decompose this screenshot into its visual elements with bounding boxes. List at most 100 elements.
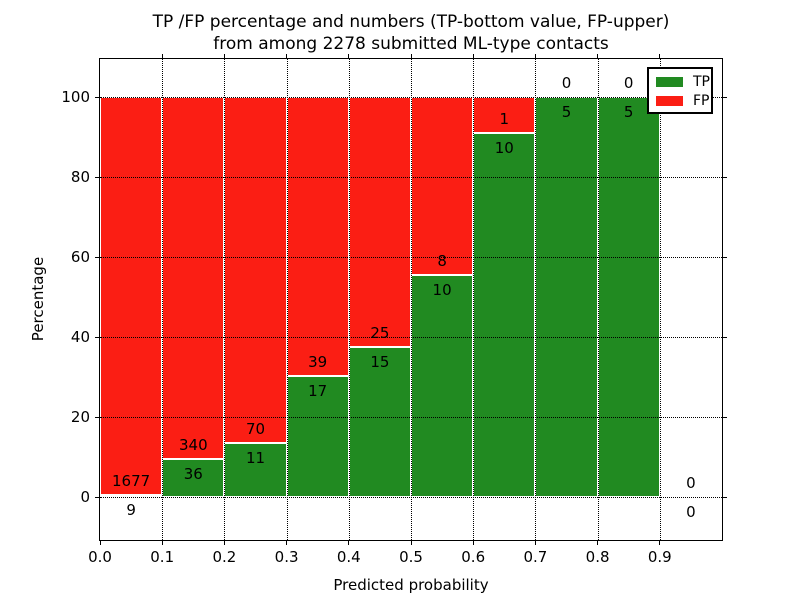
- fp-count-label: 1: [499, 110, 510, 129]
- grid-line-vertical: [597, 59, 599, 540]
- x-tick-mark-top: [597, 54, 599, 58]
- plot-area: 0 20 40 60 80 100 0.0 0.1 0.2 0.3 0.4 0.5 0.6 0.7 0.8 0…: [29, 54, 727, 594]
- fp-count-label: 39: [308, 352, 328, 371]
- x-tick-mark-bottom: [472, 541, 474, 545]
- tp-count-label: 0: [686, 503, 696, 521]
- x-tick-mark-bottom: [534, 541, 536, 545]
- x-tick-label: 0.1: [150, 548, 175, 566]
- x-tick-mark-top: [348, 54, 350, 58]
- y-tick-mark-right: [723, 96, 727, 98]
- x-tick-label: 0.6: [461, 548, 486, 566]
- bar-fp: [162, 97, 225, 459]
- x-tick-mark-bottom: [659, 541, 661, 545]
- x-tick-mark-bottom: [348, 541, 350, 545]
- tp-count-label: 5: [623, 103, 634, 121]
- x-tick-label: 0.0: [88, 548, 112, 566]
- bar-fp: [100, 97, 163, 495]
- legend: TP FP: [647, 67, 713, 114]
- grid-layer: 0 20 40 60 80 100 0.0 0.1 0.2 0.3 0.4 0.5 0.6 0.7 0.8 0…: [61, 54, 727, 566]
- tp-count-label: 5: [561, 103, 572, 121]
- y-tick-mark-right: [723, 336, 727, 338]
- legend-label-fp: FP: [693, 93, 710, 109]
- legend-swatch-fp-icon: [656, 96, 683, 106]
- y-tick-label: 100: [61, 88, 90, 106]
- y-tick-mark-right: [723, 256, 727, 258]
- fp-count-label: 70: [245, 419, 266, 438]
- bar-tp: [597, 97, 660, 497]
- chart-title-line2: from among 2278 submitted ML-type contac…: [213, 34, 609, 54]
- y-tick-label: 80: [70, 168, 90, 186]
- fp-count-label: 25: [370, 324, 390, 342]
- fp-count-label: 0: [686, 474, 696, 492]
- y-tick-label: 0: [80, 488, 90, 506]
- x-tick-mark-top: [659, 54, 661, 58]
- x-tick-mark-top: [223, 54, 225, 58]
- fp-count-label: 1677: [112, 471, 151, 490]
- x-tick-mark-bottom: [286, 541, 288, 545]
- bar-tp: [535, 97, 598, 497]
- legend-item-tp: TP: [656, 75, 711, 89]
- chart-title: TP /FP percentage and numbers (TP-bottom…: [99, 11, 723, 55]
- x-tick-mark-bottom: [597, 541, 599, 545]
- grid-line-vertical: [411, 59, 412, 540]
- y-tick-label: 40: [70, 328, 90, 346]
- x-tick-mark-bottom: [99, 541, 101, 545]
- x-tick-mark-bottom: [410, 541, 412, 545]
- y-tick-label: 60: [70, 248, 90, 266]
- annotations-layer: 1677 9 340 36 70 11 39 17 25 15 8 10 1 10 0 5 0 5 0 0: [100, 59, 722, 540]
- legend-swatch-tp-icon: [656, 77, 683, 87]
- y-tick-mark-left: [95, 96, 99, 98]
- tp-count-label: 36: [183, 464, 203, 483]
- y-tick-mark-right: [723, 416, 727, 418]
- fp-count-label: 0: [623, 74, 634, 92]
- legend-item-fp: FP: [656, 94, 711, 108]
- tp-count-label: 9: [126, 500, 136, 519]
- grid-line-vertical: [659, 59, 661, 540]
- y-tick-label: 20: [70, 408, 90, 426]
- bar-tp: [100, 494, 163, 497]
- x-tick-mark-top: [161, 54, 163, 58]
- fp-count-label: 0: [561, 74, 572, 92]
- grid-line-vertical: [535, 59, 537, 540]
- grid-line-vertical: [473, 59, 475, 540]
- x-tick-mark-bottom: [161, 541, 163, 545]
- bar-fp: [286, 97, 349, 376]
- grid-line-vertical: [286, 59, 288, 540]
- x-tick-label: 0.8: [585, 548, 610, 566]
- bar-fp: [348, 97, 411, 347]
- x-tick-label: 0.2: [212, 548, 237, 566]
- x-tick-mark-top: [534, 54, 536, 58]
- x-tick-label: 0.7: [523, 548, 548, 566]
- grid-line-vertical: [224, 59, 226, 540]
- tp-count-label: 15: [370, 353, 390, 371]
- x-tick-label: 0.9: [647, 548, 672, 566]
- x-tick-label: 0.3: [274, 548, 299, 566]
- x-tick-label: 0.5: [399, 548, 423, 566]
- tp-count-label: 11: [245, 448, 266, 467]
- y-tick-mark-left: [95, 416, 99, 418]
- x-tick-mark-top: [286, 54, 288, 58]
- chart-title-line1: TP /FP percentage and numbers (TP-bottom…: [152, 12, 670, 32]
- x-tick-mark-top: [410, 54, 412, 58]
- x-tick-mark-top: [472, 54, 474, 58]
- legend-label-tp: TP: [693, 74, 710, 90]
- y-tick-mark-left: [95, 256, 99, 258]
- grid-line-vertical: [348, 59, 350, 540]
- x-axis-label: Predicted probability: [333, 576, 489, 594]
- x-tick-label: 0.4: [336, 548, 361, 566]
- y-tick-mark-right: [723, 176, 727, 178]
- y-axis-label: Percentage: [29, 256, 47, 342]
- y-tick-mark-right: [723, 496, 727, 498]
- bar-fp: [411, 97, 474, 275]
- fp-count-label: 8: [437, 251, 447, 270]
- bar-tp: [224, 442, 287, 497]
- bars-layer: [100, 59, 722, 540]
- tp-count-label: 17: [308, 381, 328, 400]
- bar-tp: [348, 347, 411, 497]
- fp-count-label: 340: [178, 435, 208, 454]
- grid-line-vertical: [162, 59, 164, 540]
- y-tick-mark-left: [95, 336, 99, 338]
- tp-count-label: 10: [494, 139, 514, 158]
- tp-count-label: 10: [432, 280, 452, 299]
